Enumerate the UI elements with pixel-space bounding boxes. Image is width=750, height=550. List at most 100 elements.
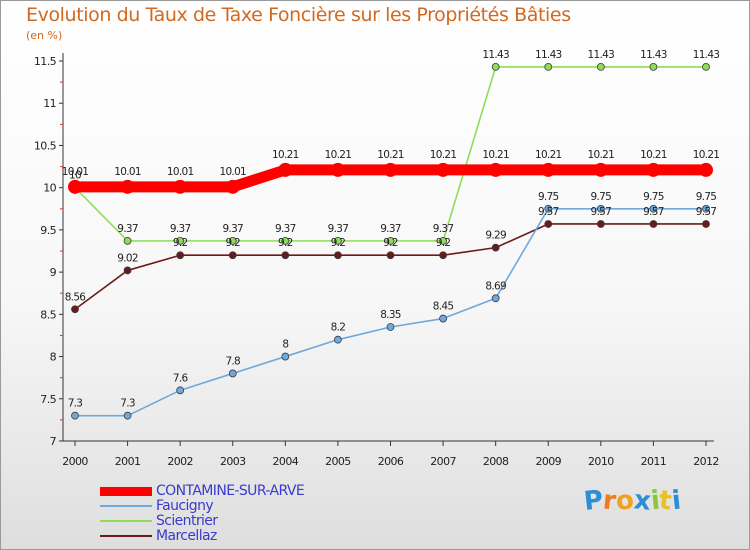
data-label-Marcellaz-2008: 9.29 xyxy=(485,230,506,242)
point-Scientrier-2012 xyxy=(702,63,710,71)
data-label-Faucigny-2008: 8.69 xyxy=(485,280,506,292)
point-Faucigny-2008 xyxy=(491,294,500,303)
point-Marcellaz-2006 xyxy=(386,251,395,260)
point-Scientrier-2011 xyxy=(649,63,658,71)
point-Scientrier-2008 xyxy=(491,63,500,71)
data-label-CONTAMINE-SUR-ARVE-2012: 10.21 xyxy=(693,149,720,161)
point-Marcellaz-2004 xyxy=(281,251,290,260)
legend-label: CONTAMINE-SUR-ARVE xyxy=(156,483,305,499)
point-CONTAMINE-SUR-ARVE-2005 xyxy=(330,162,345,177)
point-Scientrier-2002 xyxy=(176,236,185,245)
data-label-Faucigny-2011: 9.75 xyxy=(643,191,664,203)
data-labels-layer: 10.01 10.01 10.01 10.01 10.21 10.21 10.21 10.21… xyxy=(62,49,720,410)
point-Scientrier-2003 xyxy=(228,236,237,245)
point-Faucigny-2006 xyxy=(386,323,395,331)
data-label-Faucigny-2010: 9.75 xyxy=(591,191,612,203)
point-Faucigny-2004 xyxy=(281,352,290,361)
point-Marcellaz-2012 xyxy=(702,220,710,228)
legend-swatch xyxy=(100,535,152,537)
x-tick-label-2006: 2006 xyxy=(378,455,404,468)
legend-swatch xyxy=(100,505,152,507)
x-tick-label-2004: 2004 xyxy=(273,455,299,468)
data-label-Faucigny-2004: 8 xyxy=(282,339,288,351)
point-CONTAMINE-SUR-ARVE-2008 xyxy=(488,162,503,177)
point-Marcellaz-2000 xyxy=(71,305,79,314)
data-label-CONTAMINE-SUR-ARVE-2010: 10.21 xyxy=(588,149,615,161)
proxiti-logo: Proxiti xyxy=(582,485,683,517)
data-label-Marcellaz-2002: 9.2 xyxy=(173,237,188,249)
legend-label: Scientrier xyxy=(156,513,218,529)
y-axis-unit-label: (en %) xyxy=(26,29,63,42)
data-label-Faucigny-2002: 7.6 xyxy=(173,372,189,384)
data-label-Scientrier-2007: 9.37 xyxy=(433,223,454,235)
point-Scientrier-2006 xyxy=(386,236,395,245)
data-label-Marcellaz-2007: 9.2 xyxy=(436,237,451,249)
point-Faucigny-2010 xyxy=(596,204,605,213)
data-label-Scientrier-2003: 9.37 xyxy=(222,223,243,235)
point-Faucigny-2000 xyxy=(71,411,79,420)
point-CONTAMINE-SUR-ARVE-2012 xyxy=(699,162,713,177)
data-label-Scientrier-2009: 11.43 xyxy=(535,49,562,61)
axes: 7 7.5 8 8.5 9 9.5 10 10.5 11 11.5 2000 2001 2002 2003… xyxy=(34,53,719,468)
data-label-Marcellaz-2004: 9.2 xyxy=(278,237,293,249)
point-Faucigny-2009 xyxy=(544,204,553,213)
point-CONTAMINE-SUR-ARVE-2009 xyxy=(541,162,556,177)
data-label-Marcellaz-2010: 9.57 xyxy=(591,206,612,218)
y-tick-label-8.5: 8.5 xyxy=(40,308,56,321)
series-layer xyxy=(68,63,713,420)
data-label-CONTAMINE-SUR-ARVE-2009: 10.21 xyxy=(535,149,562,161)
y-tick-label-9.5: 9.5 xyxy=(40,224,56,237)
legend-swatch xyxy=(100,520,152,522)
point-Faucigny-2007 xyxy=(439,314,447,323)
x-tick-label-2008: 2008 xyxy=(483,455,509,468)
legend-item-CONTAMINE-SUR-ARVE: CONTAMINE-SUR-ARVE xyxy=(100,483,400,499)
point-Scientrier-2004 xyxy=(281,236,290,245)
x-tick-label-2000: 2000 xyxy=(62,455,88,468)
data-label-CONTAMINE-SUR-ARVE-2005: 10.21 xyxy=(325,149,352,161)
y-tick-label-7: 7 xyxy=(50,435,57,448)
point-CONTAMINE-SUR-ARVE-2003 xyxy=(225,179,240,194)
data-label-Marcellaz-2000: 8.56 xyxy=(65,291,87,303)
y-tick-label-11: 11 xyxy=(43,97,56,110)
data-label-Scientrier-2008: 11.43 xyxy=(482,49,509,61)
data-label-Faucigny-2003: 7.8 xyxy=(225,355,240,367)
point-CONTAMINE-SUR-ARVE-2002 xyxy=(173,179,188,194)
point-Marcellaz-2008 xyxy=(491,243,500,252)
data-label-Scientrier-2010: 11.43 xyxy=(588,49,615,61)
point-Marcellaz-2011 xyxy=(649,220,658,228)
point-Marcellaz-2002 xyxy=(176,251,185,260)
chart-title: Evolution du Taux de Taxe Foncière sur l… xyxy=(26,4,571,26)
point-Faucigny-2012 xyxy=(702,204,710,213)
data-label-Marcellaz-2006: 9.2 xyxy=(383,237,398,249)
data-label-Scientrier-2000: 10 xyxy=(69,170,81,182)
legend: CONTAMINE-SUR-ARVE Faucigny Scientrier Marc… xyxy=(100,483,400,544)
y-tick-label-11.5: 11.5 xyxy=(34,55,57,68)
x-tick-label-2001: 2001 xyxy=(115,455,141,468)
line-chart-plot: 7 7.5 8 8.5 9 9.5 10 10.5 11 11.5 2000 2001 2002 2003… xyxy=(34,49,720,468)
data-label-CONTAMINE-SUR-ARVE-2001: 10.01 xyxy=(114,166,141,178)
data-label-Marcellaz-2011: 9.57 xyxy=(643,206,664,218)
point-CONTAMINE-SUR-ARVE-2001 xyxy=(120,179,135,194)
legend-label: Faucigny xyxy=(156,498,214,514)
y-tick-label-7.5: 7.5 xyxy=(40,393,56,406)
point-CONTAMINE-SUR-ARVE-2004 xyxy=(278,162,293,177)
data-label-CONTAMINE-SUR-ARVE-2011: 10.21 xyxy=(640,149,667,161)
point-Marcellaz-2001 xyxy=(123,266,132,275)
point-Faucigny-2001 xyxy=(123,411,132,420)
point-CONTAMINE-SUR-ARVE-2011 xyxy=(646,162,661,177)
point-Marcellaz-2009 xyxy=(544,220,553,228)
point-Faucigny-2002 xyxy=(176,386,185,395)
logo-letter: i xyxy=(670,485,683,517)
legend-label: Marcellaz xyxy=(156,528,217,544)
data-label-Scientrier-2004: 9.37 xyxy=(275,223,296,235)
point-CONTAMINE-SUR-ARVE-2000 xyxy=(68,179,82,194)
point-Faucigny-2005 xyxy=(334,335,342,344)
data-label-Marcellaz-2003: 9.2 xyxy=(225,237,240,249)
point-Scientrier-2009 xyxy=(544,63,553,71)
data-label-CONTAMINE-SUR-ARVE-2003: 10.01 xyxy=(219,166,246,178)
point-CONTAMINE-SUR-ARVE-2006 xyxy=(383,162,398,177)
x-tick-label-2012: 2012 xyxy=(693,455,719,468)
data-label-Faucigny-2012: 9.75 xyxy=(696,191,717,203)
data-label-CONTAMINE-SUR-ARVE-2008: 10.21 xyxy=(482,149,509,161)
